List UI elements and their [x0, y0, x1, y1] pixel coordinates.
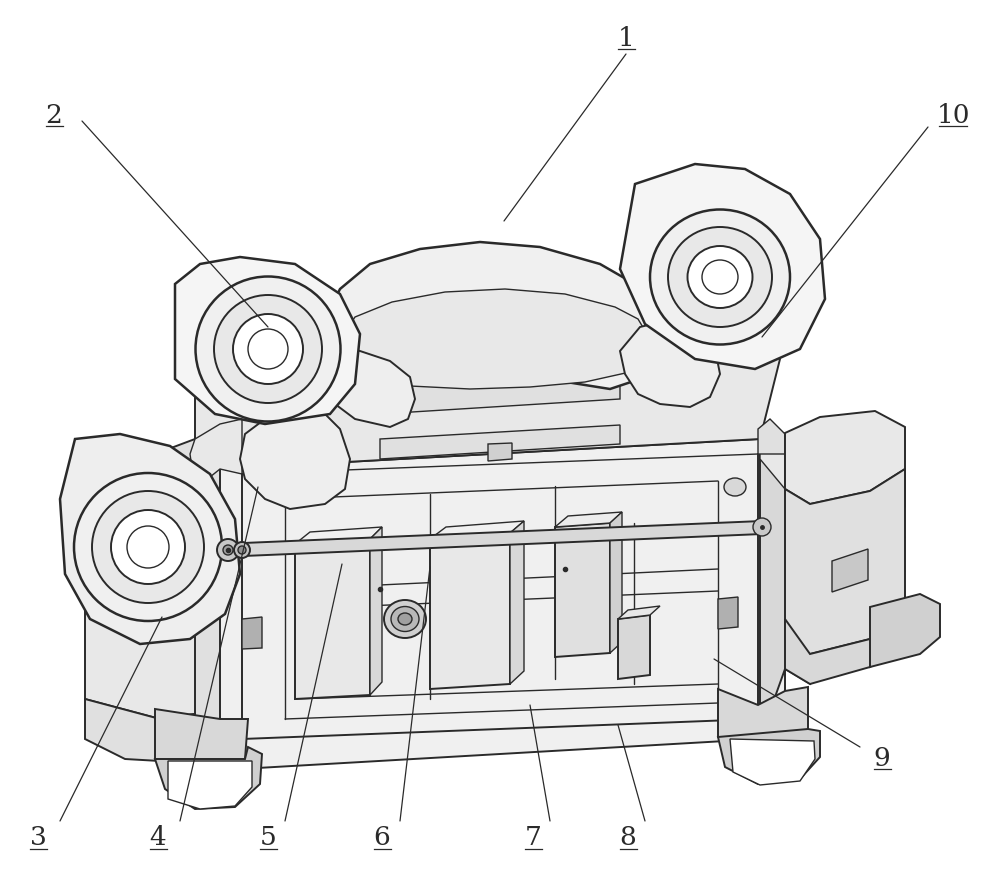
Text: 8: 8 [620, 824, 636, 849]
Polygon shape [810, 469, 905, 529]
Polygon shape [758, 419, 785, 454]
Polygon shape [718, 597, 738, 629]
Polygon shape [785, 469, 905, 654]
Polygon shape [718, 687, 808, 755]
Polygon shape [195, 440, 810, 769]
Polygon shape [430, 534, 510, 689]
Ellipse shape [111, 510, 185, 585]
Ellipse shape [223, 545, 233, 555]
Polygon shape [510, 521, 524, 684]
Ellipse shape [74, 474, 222, 621]
Polygon shape [618, 606, 660, 620]
Polygon shape [85, 699, 195, 761]
Ellipse shape [234, 543, 250, 559]
Polygon shape [832, 550, 868, 593]
Polygon shape [620, 164, 825, 369]
Ellipse shape [650, 210, 790, 345]
Ellipse shape [620, 635, 648, 660]
Polygon shape [220, 521, 762, 557]
Polygon shape [155, 747, 262, 809]
Ellipse shape [391, 607, 419, 632]
Polygon shape [155, 440, 220, 759]
Text: 3: 3 [30, 824, 46, 849]
Polygon shape [338, 290, 650, 390]
Ellipse shape [753, 519, 771, 536]
Ellipse shape [384, 601, 426, 638]
Polygon shape [370, 527, 382, 696]
Polygon shape [190, 419, 242, 489]
Polygon shape [380, 374, 620, 415]
Ellipse shape [238, 546, 246, 554]
Text: 2: 2 [46, 103, 62, 127]
Ellipse shape [724, 478, 746, 496]
Polygon shape [718, 730, 820, 784]
Polygon shape [488, 443, 512, 461]
Polygon shape [325, 344, 415, 427]
Polygon shape [760, 440, 785, 489]
Text: 9: 9 [874, 745, 890, 770]
Polygon shape [380, 426, 620, 460]
Text: 6: 6 [374, 824, 390, 849]
Polygon shape [295, 539, 370, 699]
Polygon shape [168, 761, 252, 809]
Polygon shape [870, 595, 940, 667]
Polygon shape [85, 579, 195, 719]
Ellipse shape [668, 228, 772, 327]
Ellipse shape [688, 247, 753, 308]
Text: 1: 1 [618, 25, 634, 50]
Polygon shape [240, 415, 350, 510]
Polygon shape [555, 512, 622, 527]
Polygon shape [195, 330, 780, 510]
Ellipse shape [398, 613, 412, 625]
Polygon shape [785, 618, 905, 684]
Polygon shape [785, 411, 905, 504]
Ellipse shape [196, 277, 341, 422]
Polygon shape [60, 434, 240, 645]
Ellipse shape [92, 492, 204, 603]
Text: 4: 4 [150, 824, 166, 849]
Polygon shape [155, 709, 248, 780]
Polygon shape [610, 512, 622, 654]
Polygon shape [555, 523, 610, 657]
Ellipse shape [217, 539, 239, 561]
Polygon shape [295, 527, 382, 544]
Text: 10: 10 [936, 103, 970, 127]
Polygon shape [175, 257, 360, 425]
Polygon shape [620, 322, 720, 408]
Polygon shape [760, 440, 810, 739]
Polygon shape [430, 521, 524, 539]
Ellipse shape [214, 296, 322, 403]
Text: 7: 7 [525, 824, 541, 849]
Polygon shape [730, 739, 815, 785]
Text: 5: 5 [260, 824, 276, 849]
Ellipse shape [233, 315, 303, 384]
Polygon shape [242, 618, 262, 649]
Polygon shape [618, 615, 650, 679]
Polygon shape [322, 243, 665, 390]
